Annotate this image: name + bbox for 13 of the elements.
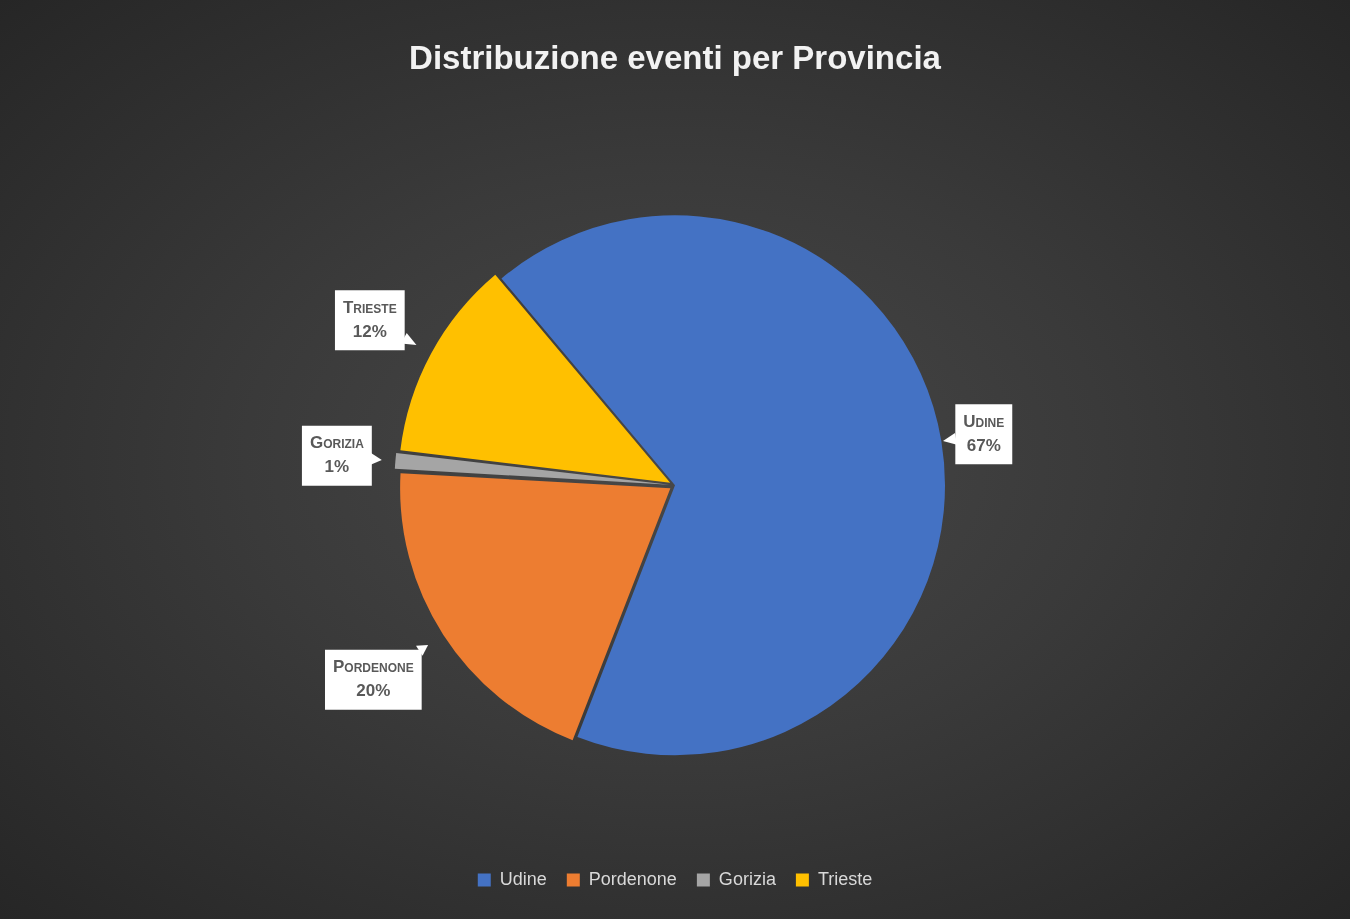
data-label: 12% [352, 321, 387, 341]
legend-label: Udine [499, 868, 547, 889]
legend-label: Gorizia [718, 868, 777, 889]
slice-label: Pordenone [332, 657, 414, 677]
slice-label: Udine [963, 411, 1005, 431]
slice-label: Gorizia [309, 433, 365, 453]
slice-label: Trieste [342, 297, 397, 317]
data-label: 20% [356, 681, 391, 701]
legend-label: Trieste [817, 868, 873, 889]
data-label: 1% [324, 457, 350, 477]
data-label: 67% [966, 435, 1001, 455]
chart-title: Distribuzione eventi per Provincia [409, 38, 942, 76]
legend-label: Pordenone [588, 868, 677, 889]
